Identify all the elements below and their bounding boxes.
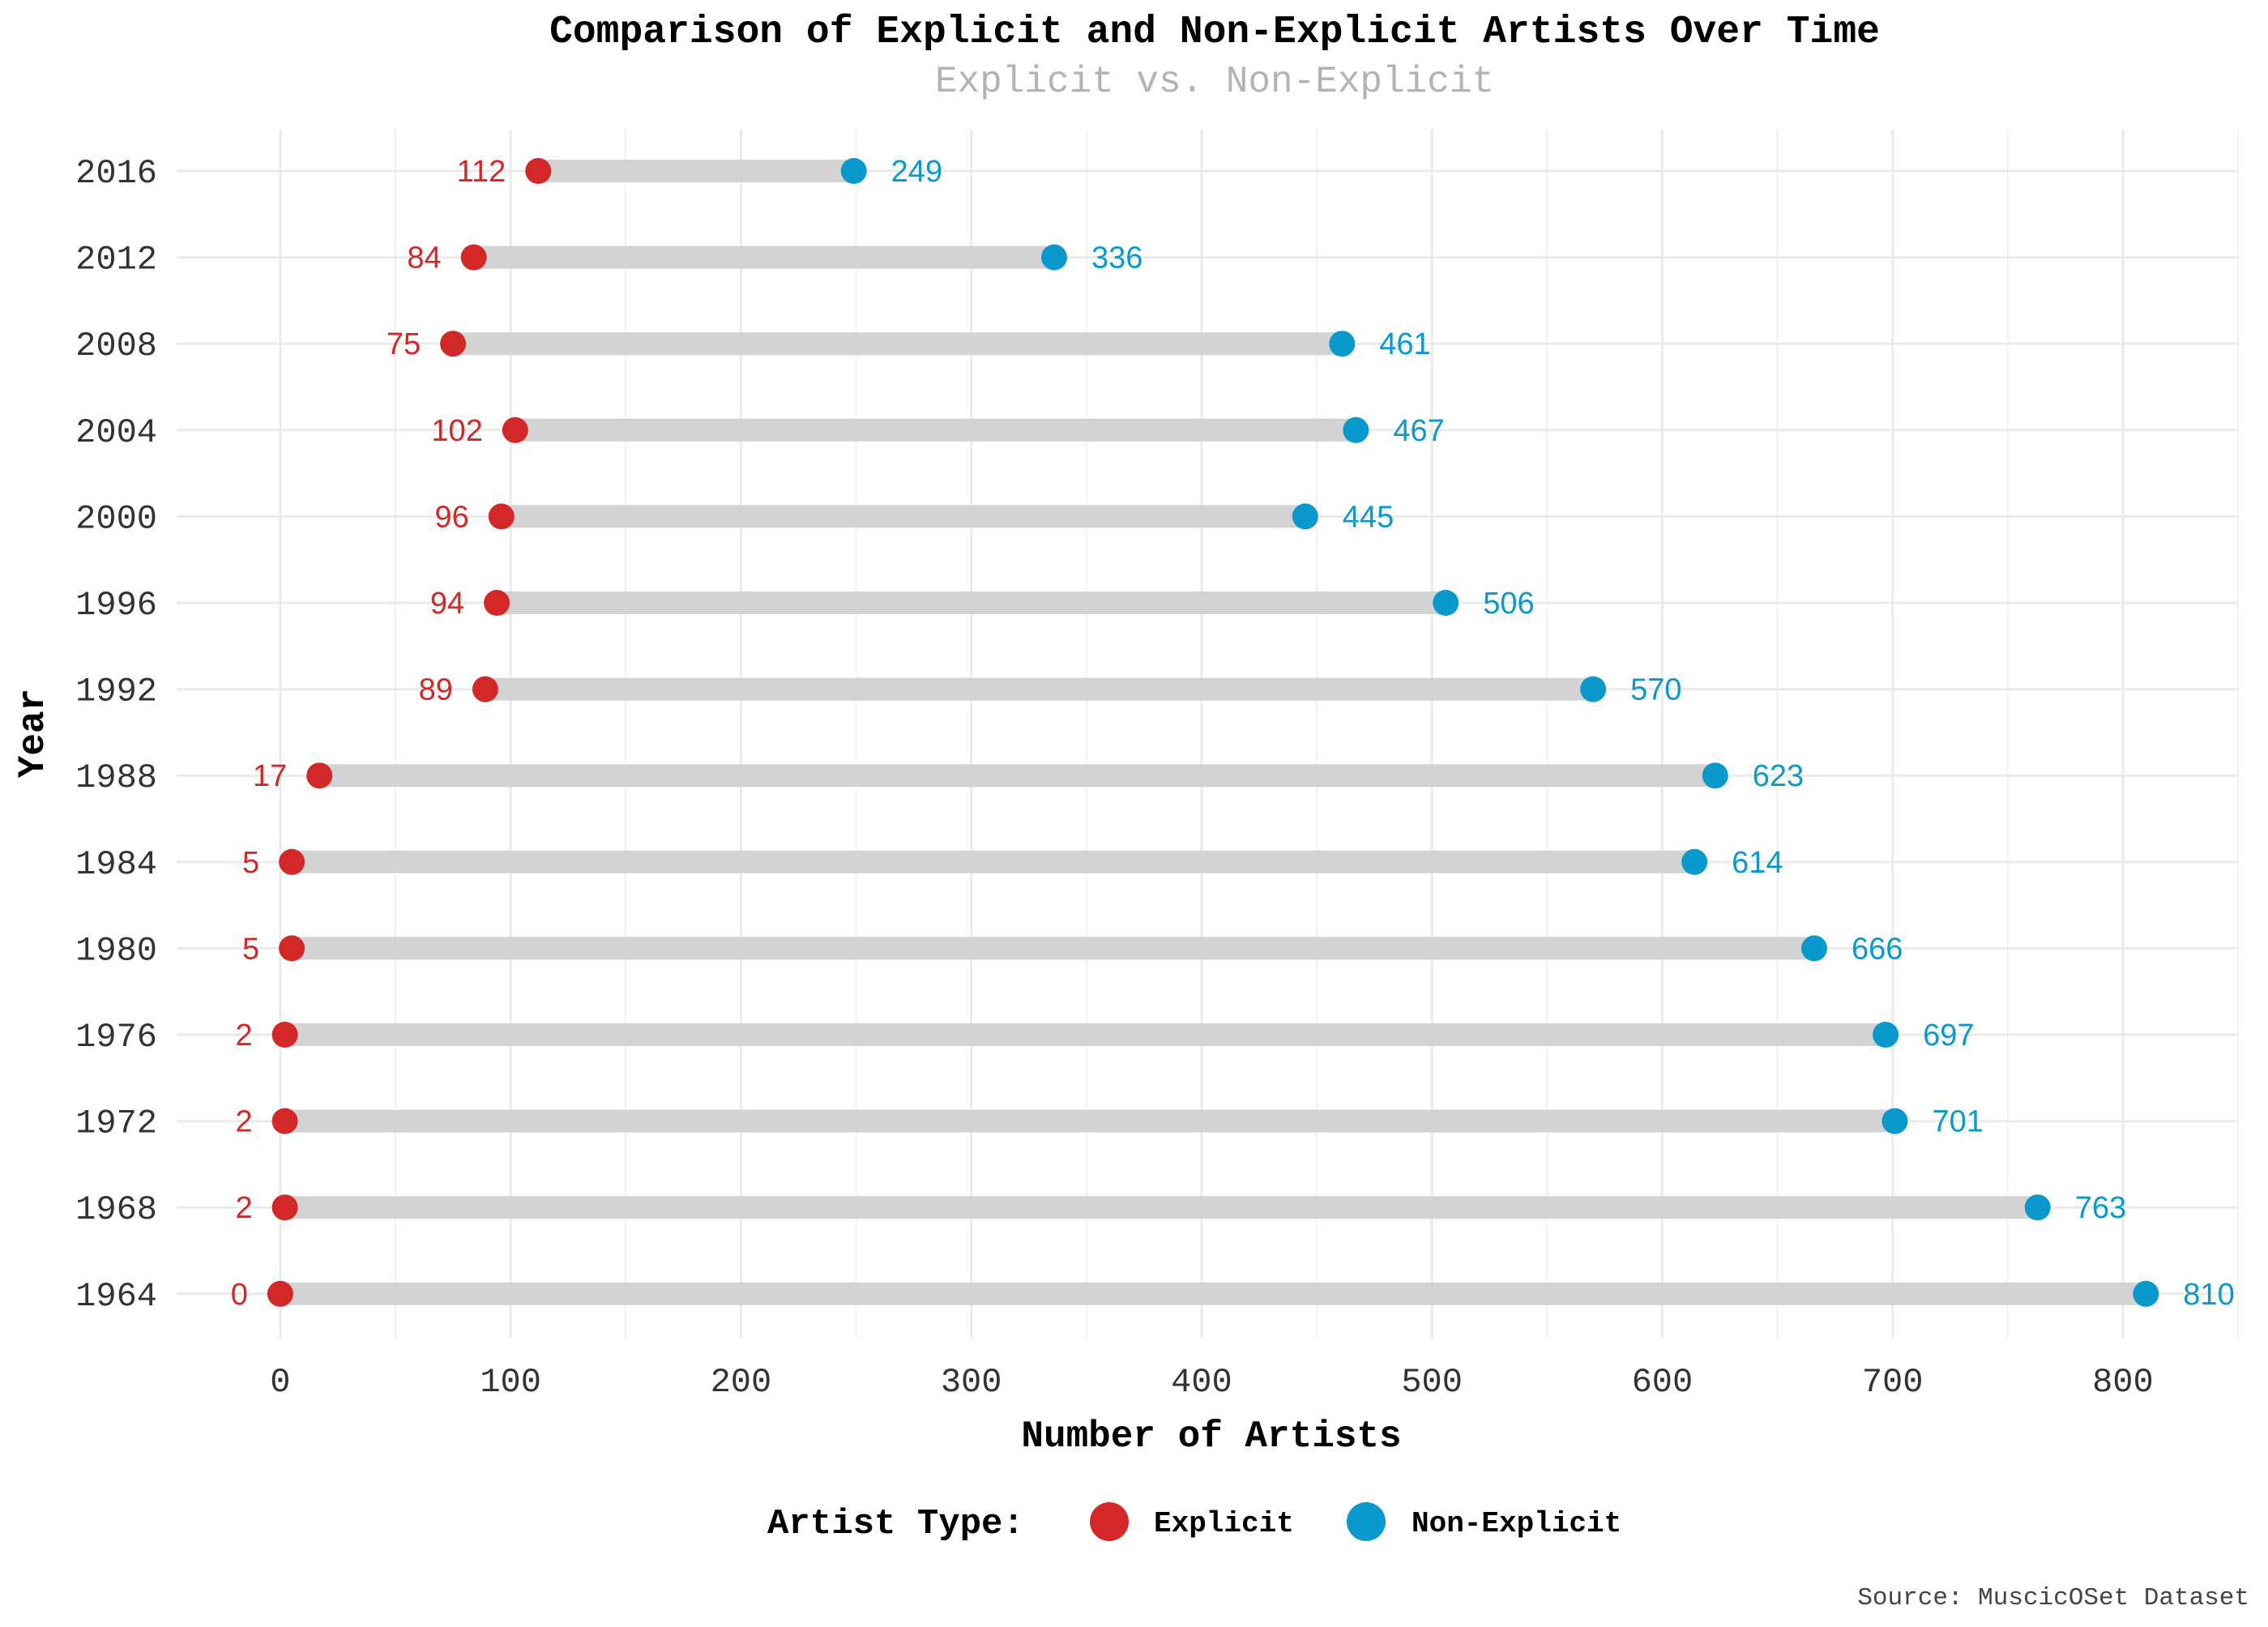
explicit-value-label-1968: 2 <box>235 1191 252 1225</box>
explicit-point-2008 <box>440 331 467 357</box>
x-axis-title: Number of Artists <box>1021 1416 1401 1458</box>
explicit-point-1972 <box>271 1108 298 1134</box>
explicit-value-label-1976: 2 <box>235 1018 252 1053</box>
explicit-point-1976 <box>271 1022 298 1048</box>
y-tick-label-1976: 1976 <box>75 1018 157 1057</box>
y-tick-label-2000: 2000 <box>75 499 157 538</box>
source-caption: Source: MuscicOSet Dataset <box>1857 1584 2249 1612</box>
non-explicit-value-label-1996: 506 <box>1483 587 1534 621</box>
y-tick-label-2012: 2012 <box>75 241 157 280</box>
non-explicit-point-1984 <box>1681 848 1708 875</box>
explicit-value-label-1996: 94 <box>430 587 464 621</box>
y-tick-label-2016: 2016 <box>75 154 157 193</box>
non-explicit-point-1964 <box>2133 1280 2159 1307</box>
non-explicit-value-label-1992: 570 <box>1630 673 1681 707</box>
axis-ticks: 0 100 200 300 400 500 600 700 800 2016 2012 2008 200… <box>75 154 2154 1402</box>
y-tick-label-1996: 1996 <box>75 586 157 625</box>
non-explicit-point-1980 <box>1800 935 1827 962</box>
non-explicit-value-label-2000: 445 <box>1343 500 1394 534</box>
explicit-point-2016 <box>525 158 552 184</box>
non-explicit-point-1988 <box>1702 762 1728 789</box>
explicit-value-label-1980: 5 <box>242 932 259 966</box>
non-explicit-point-2012 <box>1040 244 1067 271</box>
non-explicit-value-label-1964: 810 <box>2183 1278 2234 1312</box>
non-explicit-point-2016 <box>840 158 867 184</box>
x-tick-label-500: 500 <box>1401 1363 1463 1402</box>
y-tick-label-1972: 1972 <box>75 1104 157 1143</box>
x-tick-label-200: 200 <box>711 1363 772 1402</box>
non-explicit-point-1972 <box>1881 1108 1908 1134</box>
non-explicit-point-1992 <box>1580 676 1607 702</box>
x-tick-label-100: 100 <box>480 1363 541 1402</box>
non-explicit-value-label-1976: 697 <box>1923 1018 1974 1053</box>
non-explicit-point-1996 <box>1433 590 1459 616</box>
explicit-point-1980 <box>279 935 305 962</box>
explicit-value-label-2004: 102 <box>431 414 482 448</box>
legend-explicit-swatch <box>1090 1502 1129 1541</box>
non-explicit-value-label-1972: 701 <box>1932 1105 1983 1139</box>
non-explicit-value-label-1968: 763 <box>2075 1191 2126 1225</box>
non-explicit-value-label-1988: 623 <box>1753 759 1804 793</box>
x-tick-label-400: 400 <box>1171 1363 1232 1402</box>
y-tick-label-1964: 1964 <box>75 1277 157 1316</box>
explicit-point-1984 <box>279 848 305 875</box>
non-explicit-value-label-2004: 467 <box>1393 414 1444 448</box>
y-tick-label-1988: 1988 <box>75 758 157 797</box>
explicit-point-1992 <box>472 676 498 702</box>
non-explicit-value-label-2012: 336 <box>1091 241 1143 275</box>
non-explicit-value-label-1980: 666 <box>1852 932 1903 966</box>
dumbbell-segments <box>280 160 2146 1305</box>
x-tick-label-300: 300 <box>941 1363 1002 1402</box>
explicit-point-2004 <box>502 416 528 443</box>
x-tick-label-600: 600 <box>1632 1363 1694 1402</box>
legend-explicit-label: Explicit <box>1154 1507 1294 1540</box>
y-tick-label-2004: 2004 <box>75 413 157 452</box>
legend-title: Artist Type: <box>767 1504 1024 1544</box>
non-explicit-point-1968 <box>2024 1194 2051 1221</box>
y-tick-label-2008: 2008 <box>75 327 157 365</box>
x-tick-label-0: 0 <box>270 1363 290 1402</box>
explicit-point-1964 <box>267 1280 293 1307</box>
data-points <box>267 158 2159 1307</box>
chart-title: Comparison of Explicit and Non-Explicit … <box>549 11 1880 54</box>
explicit-point-2012 <box>460 244 487 271</box>
explicit-value-label-1984: 5 <box>242 846 259 880</box>
non-explicit-value-label-2016: 249 <box>891 155 942 189</box>
explicit-value-label-1988: 17 <box>253 759 287 793</box>
y-tick-label-1968: 1968 <box>75 1190 157 1229</box>
explicit-value-label-1964: 0 <box>231 1278 248 1312</box>
explicit-value-label-2012: 84 <box>407 241 441 275</box>
non-explicit-point-1976 <box>1873 1022 1899 1048</box>
non-explicit-value-label-1984: 614 <box>1732 846 1783 880</box>
explicit-value-label-2000: 96 <box>435 500 469 534</box>
legend: Artist Type: Explicit Non-Explicit <box>767 1502 1621 1544</box>
y-tick-label-1984: 1984 <box>75 845 157 884</box>
grid-lines <box>177 130 2239 1339</box>
explicit-point-1996 <box>484 590 510 616</box>
explicit-value-label-1972: 2 <box>235 1105 252 1139</box>
chart-subtitle: Explicit vs. Non-Explicit <box>935 61 1494 103</box>
non-explicit-point-2004 <box>1343 416 1369 443</box>
y-tick-label-1980: 1980 <box>75 931 157 970</box>
explicit-point-1988 <box>306 762 333 789</box>
explicit-point-2000 <box>488 503 515 530</box>
x-tick-label-800: 800 <box>2092 1363 2154 1402</box>
legend-non-explicit-swatch <box>1347 1502 1386 1541</box>
explicit-point-1968 <box>271 1194 298 1221</box>
non-explicit-point-2000 <box>1292 503 1318 530</box>
x-tick-label-700: 700 <box>1862 1363 1924 1402</box>
legend-non-explicit-label: Non-Explicit <box>1412 1507 1621 1540</box>
non-explicit-value-label-2008: 461 <box>1379 327 1430 361</box>
explicit-value-label-2016: 112 <box>457 155 506 189</box>
y-axis-title: Year <box>12 689 54 778</box>
non-explicit-point-2008 <box>1329 331 1356 357</box>
explicit-value-label-2008: 75 <box>387 327 421 361</box>
explicit-value-label-1992: 89 <box>419 673 453 707</box>
y-tick-label-1992: 1992 <box>75 673 157 711</box>
